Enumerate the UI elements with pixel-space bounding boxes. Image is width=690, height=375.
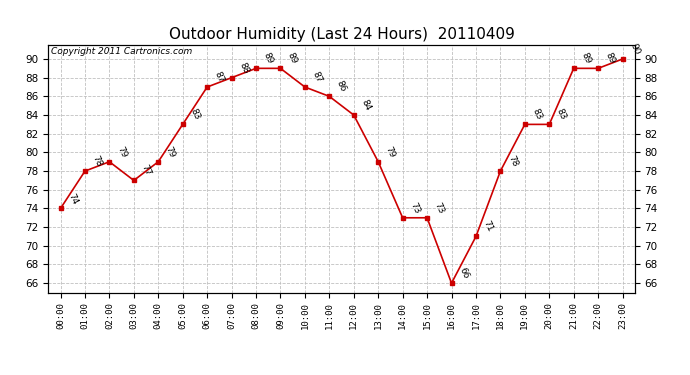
Text: Copyright 2011 Cartronics.com: Copyright 2011 Cartronics.com	[51, 48, 193, 57]
Text: 83: 83	[188, 107, 201, 122]
Title: Outdoor Humidity (Last 24 Hours)  20110409: Outdoor Humidity (Last 24 Hours) 2011040…	[168, 27, 515, 42]
Text: 66: 66	[457, 266, 470, 280]
Text: 84: 84	[359, 98, 373, 112]
Text: 88: 88	[237, 61, 250, 75]
Text: 89: 89	[580, 51, 592, 66]
Text: 78: 78	[90, 154, 104, 168]
Text: 73: 73	[433, 201, 446, 215]
Text: 78: 78	[506, 154, 519, 168]
Text: 87: 87	[213, 70, 226, 84]
Text: 89: 89	[286, 51, 299, 66]
Text: 90: 90	[628, 42, 641, 56]
Text: 83: 83	[531, 107, 544, 122]
Text: 79: 79	[115, 145, 128, 159]
Text: 89: 89	[604, 51, 617, 66]
Text: 86: 86	[335, 80, 348, 94]
Text: 89: 89	[262, 51, 275, 66]
Text: 71: 71	[482, 219, 495, 234]
Text: 73: 73	[408, 201, 421, 215]
Text: 83: 83	[555, 107, 568, 122]
Text: 77: 77	[139, 164, 152, 178]
Text: 74: 74	[66, 192, 79, 206]
Text: 87: 87	[310, 70, 324, 84]
Text: 79: 79	[164, 145, 177, 159]
Text: 79: 79	[384, 145, 397, 159]
